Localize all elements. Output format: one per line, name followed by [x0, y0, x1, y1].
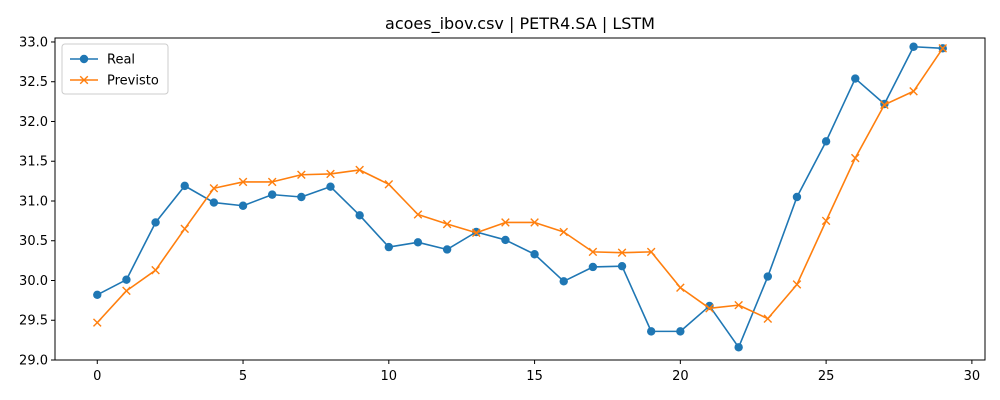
- data-point: [617, 248, 627, 257]
- data-point: [792, 192, 802, 202]
- data-point: [471, 228, 481, 238]
- axes: 0 5 10 15 20 25 30 29.0 29.5 30.0 30.5 31.0 31.5 32.0…: [19, 35, 986, 384]
- data-point: [676, 327, 685, 336]
- data-point: [676, 283, 685, 292]
- data-point: [122, 275, 131, 284]
- data-point: [559, 277, 568, 286]
- y-tick-label: 30.0: [19, 274, 48, 289]
- data-point: [413, 210, 423, 219]
- y-tick-label: 29.5: [19, 314, 48, 329]
- legend-marker: [79, 54, 89, 64]
- data-point: [880, 100, 889, 110]
- x-tick-label: 5: [239, 369, 247, 384]
- data-point: [442, 245, 452, 254]
- data-point: [588, 247, 598, 257]
- data-point: [559, 227, 569, 237]
- y-tick-label: 32.0: [19, 115, 48, 130]
- data-point: [530, 218, 539, 227]
- data-point: [238, 201, 248, 210]
- data-point: [297, 170, 306, 180]
- x-tick-label: 10: [381, 369, 398, 384]
- legend-label: Real: [107, 53, 135, 68]
- y-tick-label: 31.5: [19, 155, 48, 170]
- data-point: [180, 181, 189, 191]
- data-point: [821, 216, 831, 226]
- data-point: [909, 42, 918, 51]
- data-point: [646, 327, 656, 336]
- data-point: [646, 247, 656, 257]
- data-point: [355, 165, 364, 175]
- legend-item-real: Real: [70, 53, 135, 68]
- data-point: [122, 286, 131, 296]
- data-point: [617, 261, 627, 271]
- series-line-previsto: [96, 47, 944, 324]
- data-point: [209, 198, 219, 207]
- data-point: [588, 262, 598, 272]
- x-tick-label: 25: [818, 369, 835, 384]
- data-point: [92, 318, 102, 327]
- data-point: [734, 300, 743, 310]
- x-tick-label: 15: [526, 369, 543, 384]
- data-point: [355, 211, 364, 220]
- legend: Real Previsto: [61, 43, 169, 95]
- data-point: [384, 242, 394, 252]
- data-point: [238, 177, 248, 187]
- data-point: [267, 177, 277, 187]
- data-point: [267, 190, 277, 199]
- data-point: [297, 192, 306, 202]
- series-previsto: [92, 44, 948, 327]
- data-point: [180, 224, 190, 234]
- data-point: [763, 314, 773, 323]
- axes-frame: [54, 37, 986, 361]
- data-point: [763, 272, 773, 281]
- data-point: [530, 250, 539, 259]
- y-tick-label: 31.0: [19, 194, 48, 209]
- chart-title: acoes_ibov.csv | PETR4.SA | LSTM: [385, 14, 655, 34]
- data-point: [821, 137, 831, 146]
- series-real: [93, 42, 947, 352]
- y-tick-label: 32.5: [19, 75, 48, 90]
- data-point: [326, 169, 335, 179]
- data-point: [93, 290, 102, 300]
- plot-area: [92, 42, 948, 352]
- data-point: [909, 86, 918, 96]
- legend-item-previsto: Previsto: [70, 74, 159, 89]
- legend-label: Previsto: [107, 74, 159, 89]
- data-point: [850, 153, 860, 163]
- legend-marker: [79, 75, 89, 85]
- data-point: [151, 218, 160, 227]
- data-point: [413, 238, 423, 247]
- data-point: [442, 219, 452, 229]
- x-tick-label: 0: [93, 369, 101, 384]
- y-tick-label: 33.0: [19, 35, 48, 50]
- x-tick-label: 30: [964, 369, 981, 384]
- series-line-real: [96, 45, 943, 349]
- y-tick-label: 29.0: [19, 354, 48, 369]
- x-tick-label: 20: [672, 369, 689, 384]
- y-tick-label: 30.5: [19, 234, 48, 249]
- data-point: [938, 44, 948, 53]
- data-point: [734, 343, 743, 352]
- data-point: [326, 182, 335, 191]
- data-point: [384, 179, 394, 189]
- data-point: [705, 304, 714, 313]
- data-point: [501, 235, 510, 245]
- data-point: [792, 280, 802, 289]
- data-point: [501, 218, 510, 227]
- data-point: [851, 74, 860, 83]
- data-point: [209, 183, 219, 193]
- legend-box: [61, 43, 169, 95]
- data-point: [151, 265, 160, 275]
